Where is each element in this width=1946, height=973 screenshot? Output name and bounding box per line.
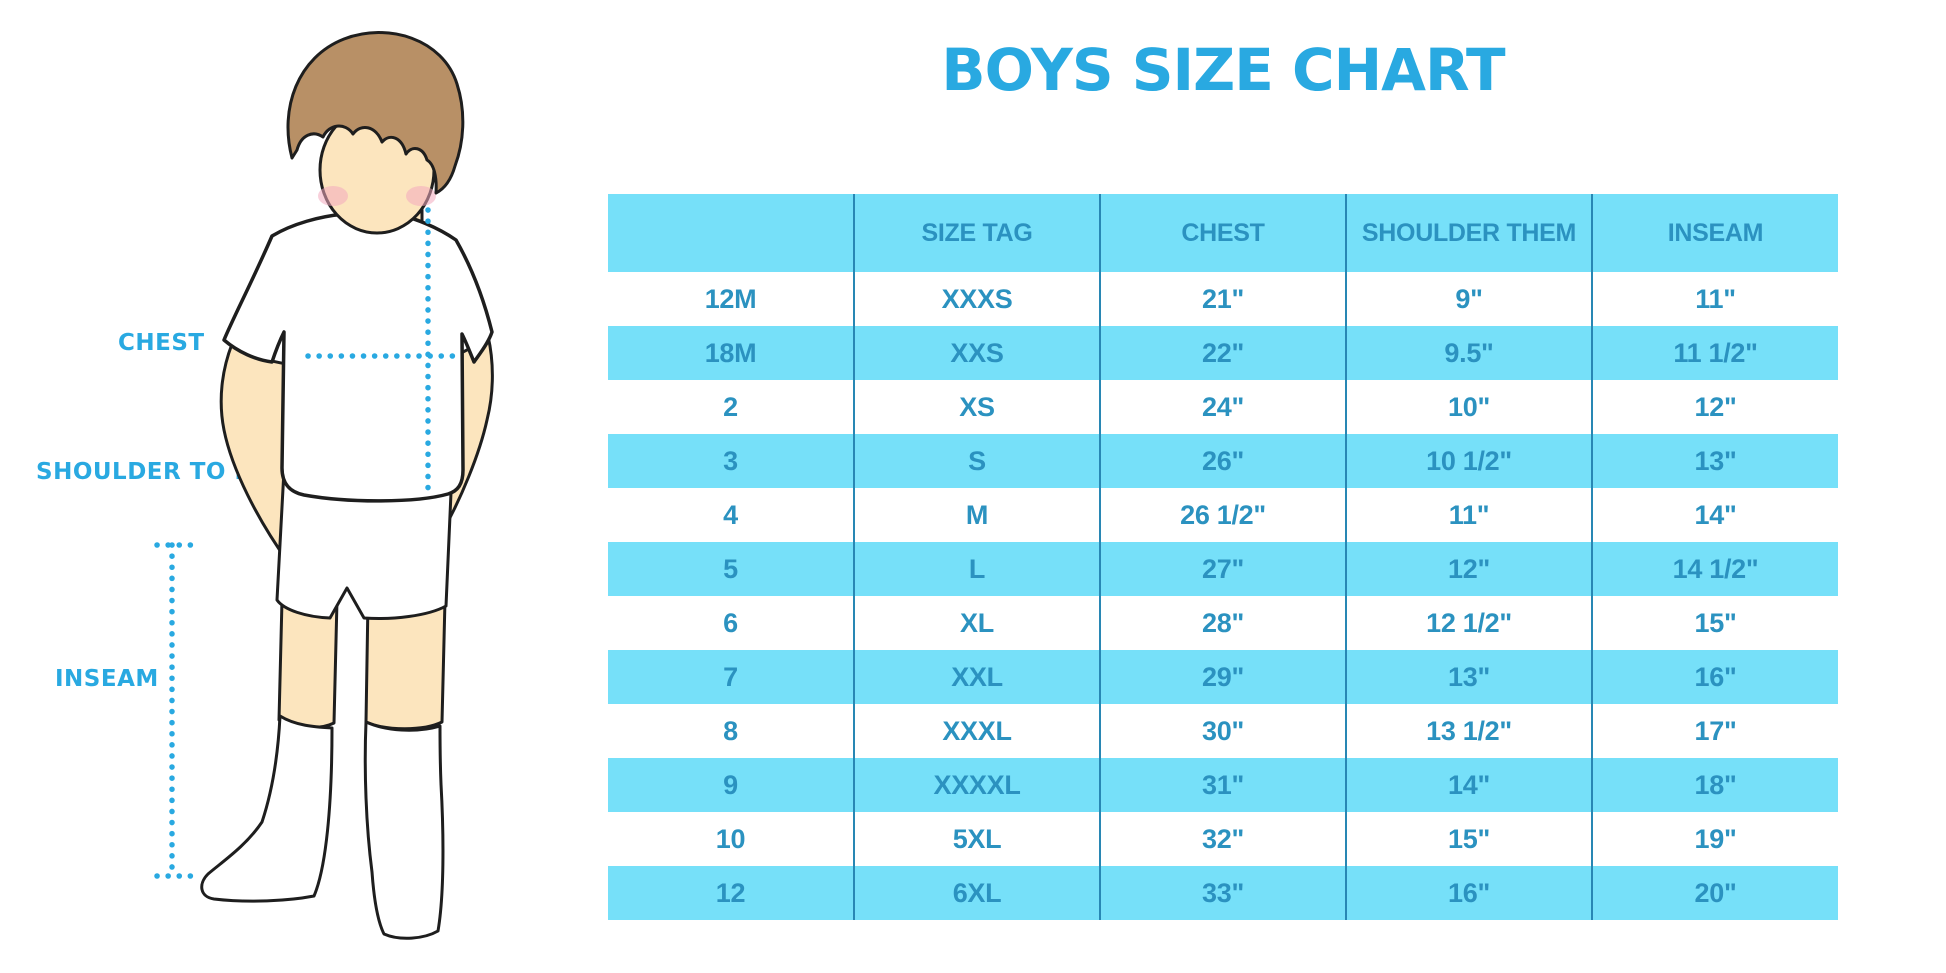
table-cell: 17" — [1591, 704, 1838, 758]
table-cell: 7 — [608, 650, 854, 704]
table-cell: 32" — [1099, 812, 1346, 866]
table-cell: 14" — [1345, 758, 1592, 812]
table-cell: 13 1/2" — [1345, 704, 1592, 758]
chest-label: CHEST — [118, 330, 205, 356]
table-cell: 18" — [1591, 758, 1838, 812]
table-cell: 9 — [608, 758, 854, 812]
table-cell: 4 — [723, 499, 738, 530]
table-body: 12M XXXS 21" 9" 11" 18M XXS 22" 9.5" 11 1/2" 2 XS 24… — [608, 272, 1838, 920]
table-cell: XL — [853, 596, 1100, 650]
table-cell: 15" — [1345, 812, 1592, 866]
table-cell: XS — [853, 380, 1100, 434]
table-row: 7 XXL 29" 13" 16" — [608, 650, 1838, 704]
table-cell: 26 1/2" — [1099, 488, 1346, 542]
table-cell: XXXS — [853, 272, 1100, 326]
table-row: 4 M 26 1/2" 11" 14" — [608, 488, 1838, 542]
table-cell: 14 1/2" — [1591, 542, 1838, 596]
page-title: BOYS SIZE CHART — [941, 36, 1505, 104]
table-cell: 29" — [1099, 650, 1346, 704]
table-cell: 10 1/2" — [1345, 434, 1592, 488]
table-cell: 11" — [1591, 272, 1838, 326]
table-cell: 12" — [1591, 380, 1838, 434]
table-cell: L — [853, 542, 1100, 596]
table-cell: 10" — [1345, 380, 1592, 434]
table-cell: 5 — [608, 542, 854, 596]
header-cell-shoulder-them: SHOULDER THEM — [1345, 194, 1592, 272]
table-row: 9 XXXXL 31" 14" 18" — [608, 758, 1838, 812]
table-cell: 19" — [1591, 812, 1838, 866]
shorts-shape — [275, 468, 454, 620]
table-cell: XXS — [853, 326, 1100, 380]
table-cell: 5XL — [853, 812, 1100, 866]
table-cell: 13" — [1591, 434, 1838, 488]
header-cell-size — [608, 194, 854, 272]
table-cell: 14" — [1591, 488, 1838, 542]
table-cell: 15" — [1591, 596, 1838, 650]
table-row: 5 L 27" 12" 14 1/2" — [608, 542, 1838, 596]
left-blush — [318, 186, 348, 206]
table-cell: 13" — [1345, 650, 1592, 704]
table-row: 6 XL 28" 12 1/2" 15" — [608, 596, 1838, 650]
table-row: 2 XS 24" 10" 12" — [608, 380, 1838, 434]
table-cell: XXXL — [853, 704, 1100, 758]
table-cell: 16" — [1591, 650, 1838, 704]
table-row: 10 5XL 32" 15" 19" — [608, 812, 1838, 866]
boy-figure-illustration — [154, 31, 494, 940]
header-cell-chest: CHEST — [1099, 194, 1346, 272]
table-row: 8 XXXL 30" 13 1/2" 17" — [608, 704, 1838, 758]
table-cell: 6XL — [853, 866, 1100, 920]
table-cell: 12" — [1345, 542, 1592, 596]
tshirt-shape — [222, 212, 494, 503]
left-sock-shape — [200, 714, 334, 903]
header-cell-inseam: INSEAM — [1591, 194, 1838, 272]
table-cell: 9" — [1345, 272, 1592, 326]
table-cell: M — [853, 488, 1100, 542]
header-cell-size-tag: SIZE TAG — [853, 194, 1100, 272]
table-cell: 21" — [1099, 272, 1346, 326]
table-row: 12 6XL 33" 16" 20" — [608, 866, 1838, 920]
table-cell: 8 — [723, 715, 738, 746]
table-cell: 11" — [1345, 488, 1592, 542]
table-cell: 18M — [608, 326, 854, 380]
table-cell: 10 — [715, 823, 746, 854]
table-cell: 6 — [723, 607, 738, 638]
size-table-container: SIZE TAG CHEST SHOULDER THEM INSEAM 12M XXXS… — [608, 194, 1838, 920]
table-cell: 2 — [723, 391, 738, 422]
table-cell: 12 — [608, 866, 854, 920]
right-blush — [406, 186, 436, 206]
table-cell: S — [853, 434, 1100, 488]
size-table: SIZE TAG CHEST SHOULDER THEM INSEAM 12M XXXS… — [608, 194, 1838, 920]
table-header: SIZE TAG CHEST SHOULDER THEM INSEAM — [608, 194, 1838, 272]
table-cell: 16" — [1345, 866, 1592, 920]
table-cell: 9.5" — [1345, 326, 1592, 380]
inseam-label: INSEAM — [55, 666, 159, 692]
table-cell: 26" — [1099, 434, 1346, 488]
table-cell: 28" — [1099, 596, 1346, 650]
table-cell: 20" — [1591, 866, 1838, 920]
table-cell: 30" — [1099, 704, 1346, 758]
table-cell: 31" — [1099, 758, 1346, 812]
table-cell: 22" — [1099, 326, 1346, 380]
right-sock-shape — [363, 720, 445, 940]
table-cell: XXXXL — [853, 758, 1100, 812]
table-cell: XXL — [853, 650, 1100, 704]
table-row: 18M XXS 22" 9.5" 11 1/2" — [608, 326, 1838, 380]
table-header-row: SIZE TAG CHEST SHOULDER THEM INSEAM — [608, 194, 1838, 272]
table-cell: 12 1/2" — [1345, 596, 1592, 650]
table-cell: 33" — [1099, 866, 1346, 920]
table-cell: 3 — [608, 434, 854, 488]
table-row: 12M XXXS 21" 9" 11" — [608, 272, 1838, 326]
table-cell: 11 1/2" — [1591, 326, 1838, 380]
hair-shape — [286, 31, 465, 195]
table-row: 3 S 26" 10 1/2" 13" — [608, 434, 1838, 488]
table-cell: 24" — [1099, 380, 1346, 434]
table-cell: 12M — [704, 283, 757, 314]
table-cell: 27" — [1099, 542, 1346, 596]
